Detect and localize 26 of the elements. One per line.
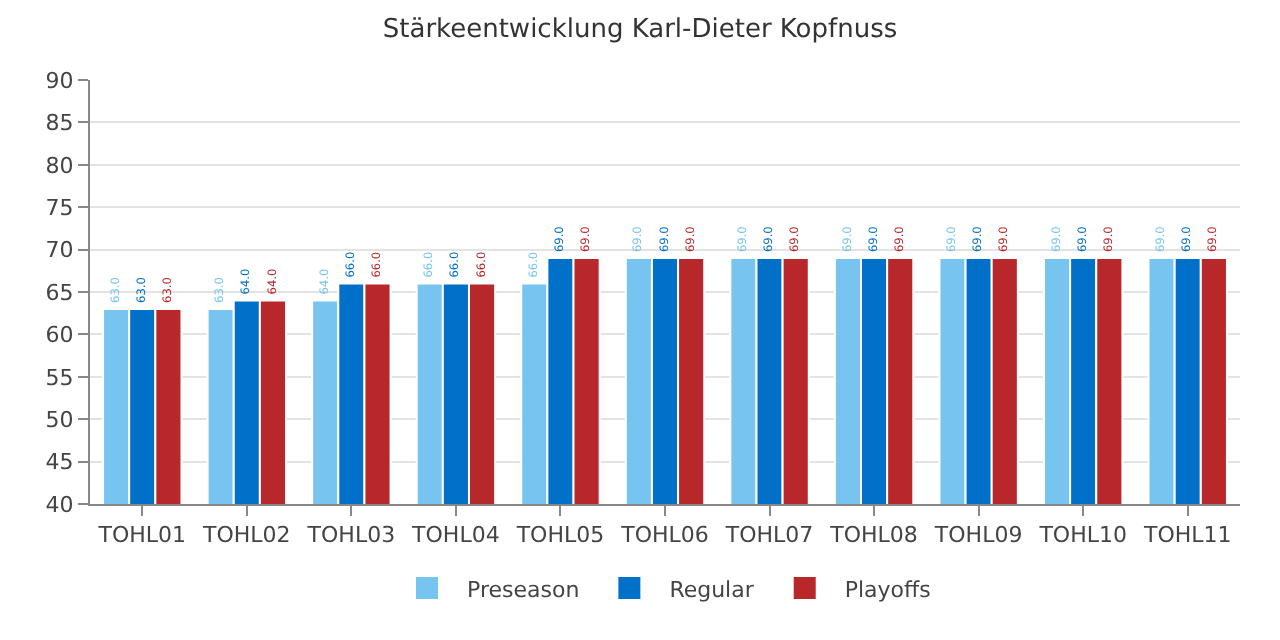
y-tick-label: 75 [45, 194, 74, 221]
y-tick-label: 45 [45, 449, 74, 476]
x-tick-label: TOHL07 [723, 522, 814, 549]
y-tick-label: 50 [45, 406, 74, 433]
y-tick-label: 70 [45, 237, 74, 264]
x-tick-label: TOHL10 [1037, 522, 1127, 549]
x-tick-label: TOHL02 [201, 522, 291, 549]
y-tick-label: 90 [45, 67, 74, 94]
x-tick-label: TOHL04 [410, 522, 500, 549]
y-tick-label: 80 [45, 152, 74, 179]
y-tick-label: 60 [45, 322, 74, 349]
x-tick-label: TOHL09 [932, 522, 1023, 549]
legend-label: Preseason [467, 576, 580, 603]
x-tick-label: TOHL03 [305, 522, 396, 549]
chart-title: Stärkeentwicklung Karl-Dieter Kopfnuss [382, 15, 898, 46]
legend-label: Playoffs [844, 576, 932, 603]
y-tick-label: 55 [45, 364, 74, 391]
x-tick-label: TOHL05 [514, 522, 605, 549]
x-tick-label: TOHL01 [96, 522, 187, 549]
legend-label: Regular [669, 576, 755, 603]
x-tick-label: TOHL11 [1141, 522, 1232, 549]
x-tick-label: TOHL06 [619, 522, 709, 549]
y-tick-label: 85 [45, 110, 74, 137]
y-tick-label: 40 [45, 491, 74, 518]
x-tick-label: TOHL08 [828, 522, 918, 549]
y-tick-label: 65 [45, 279, 74, 306]
